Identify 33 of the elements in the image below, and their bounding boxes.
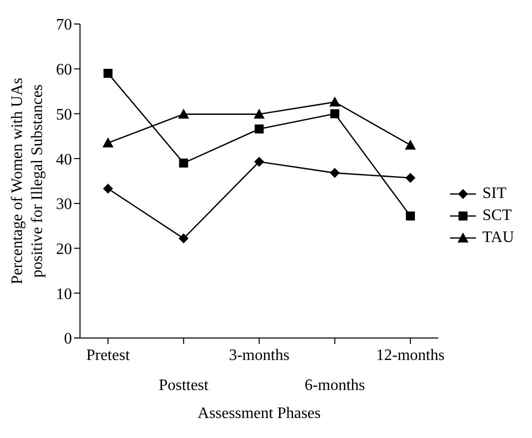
x-tick-label: 3-months [228, 347, 290, 364]
y-axis-title: Percentage of Women with UAs positive for Illegal Substances [9, 78, 46, 284]
point [102, 137, 114, 148]
y-tick-label: 40 [56, 151, 72, 168]
point [254, 108, 265, 119]
point [103, 184, 113, 194]
x-tick-label: 12-months [376, 347, 445, 364]
point [254, 124, 264, 134]
y-tick-label: 50 [56, 106, 72, 124]
legend-label: TAU [482, 229, 514, 247]
point [104, 68, 112, 78]
point [330, 168, 340, 178]
y-tick-label: 60 [56, 62, 72, 79]
point [329, 96, 340, 107]
x-tick-label: Posttest [158, 377, 210, 394]
legend-label: SIT [482, 185, 506, 203]
y-tick-label: 30 [56, 196, 72, 214]
y-tick-label: 70 [56, 16, 72, 34]
x-tick-label: Pretest [86, 347, 130, 364]
y-tick-label: 20 [56, 240, 72, 258]
legend-label: SCT [482, 207, 512, 225]
point [178, 233, 189, 244]
point [179, 158, 188, 168]
y-tick-label: 10 [56, 286, 72, 303]
y-tick-label: 0 [64, 330, 72, 348]
x-axis-title: Assessment Phases [198, 405, 321, 422]
point [254, 156, 264, 167]
point [330, 109, 340, 118]
point [406, 211, 415, 220]
point [404, 140, 416, 150]
x-tick-label: 6-months [304, 377, 366, 394]
point [405, 172, 416, 183]
point [178, 108, 190, 119]
